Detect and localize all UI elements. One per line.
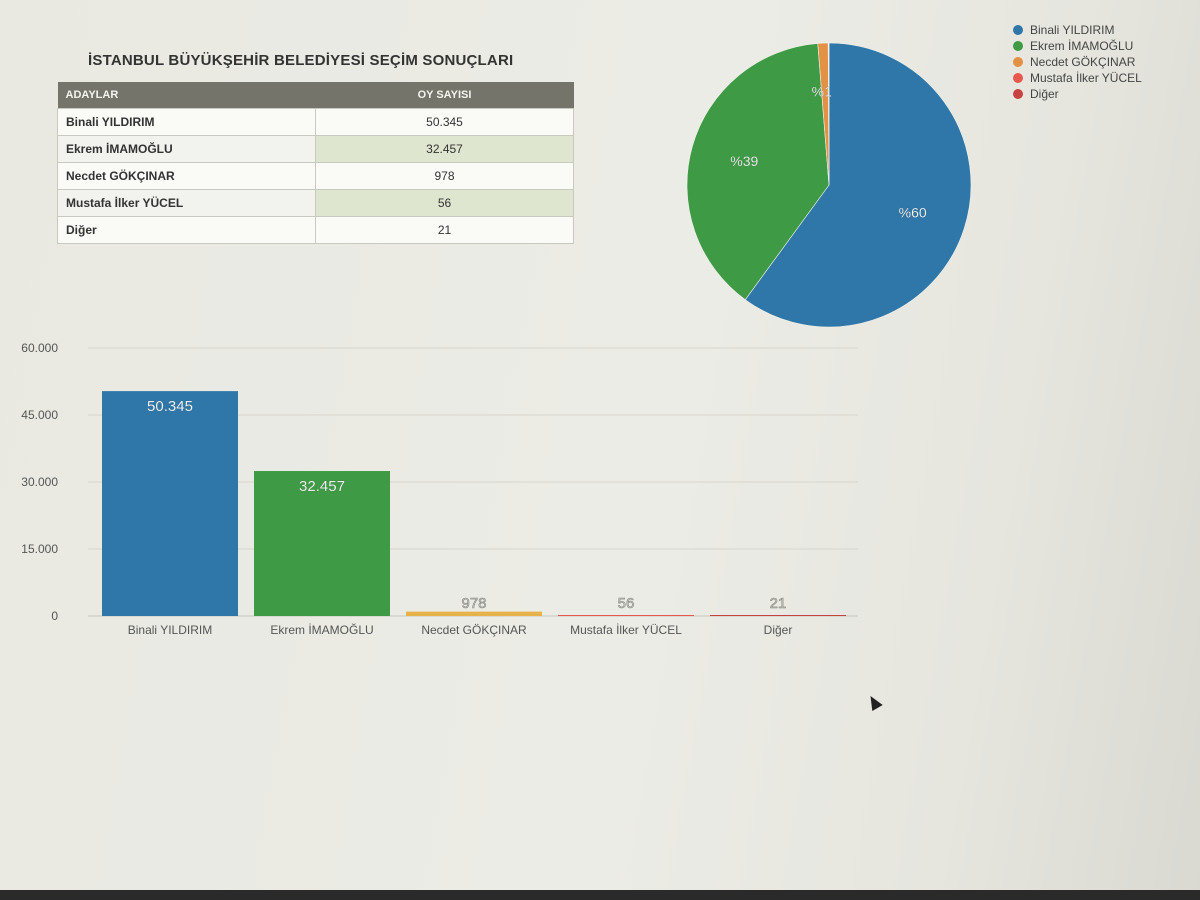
legend-swatch [1013,73,1023,83]
legend-label: Ekrem İMAMOĞLU [1030,39,1134,53]
legend-item[interactable]: Mustafa İlker YÜCEL [1013,70,1142,86]
legend-swatch [1013,25,1023,35]
legend-item[interactable]: Ekrem İMAMOĞLU [1013,38,1142,54]
page-title: İSTANBUL BÜYÜKŞEHİR BELEDİYESİ SEÇİM SON… [88,52,514,69]
vote-count-cell: 32.457 [315,135,574,163]
bar[interactable] [102,391,238,616]
bar-data-label: 32.457 [299,478,345,495]
vote-count-cell: 21 [315,216,574,244]
pie-slice-label: %39 [730,153,758,169]
bar[interactable] [254,471,390,616]
x-tick-label: Binali YILDIRIM [128,623,212,637]
y-tick-label: 45.000 [21,408,58,422]
table-row: Diğer 21 [57,216,574,244]
candidate-name-cell: Diğer [57,216,316,244]
candidate-name-cell: Mustafa İlker YÜCEL [57,189,316,217]
table-row: Ekrem İMAMOĞLU 32.457 [57,135,574,163]
y-tick-label: 60.000 [21,341,58,355]
table-row: Necdet GÖKÇINAR 978 [57,162,574,190]
pie-slice-label: %1 [812,84,832,100]
legend-item[interactable]: Necdet GÖKÇINAR [1013,54,1142,70]
legend-item[interactable]: Diğer [1013,86,1142,102]
bar[interactable] [406,611,542,616]
candidates-column-header: ADAYLAR [57,82,316,109]
candidate-name-cell: Ekrem İMAMOĞLU [57,135,316,163]
x-tick-label: Ekrem İMAMOĞLU [270,622,373,637]
legend-label: Diğer [1030,87,1059,101]
x-tick-label: Necdet GÖKÇINAR [421,623,527,637]
vote-count-cell: 50.345 [315,108,574,136]
bar-data-label: 50.345 [147,398,193,415]
table-row: Mustafa İlker YÜCEL 56 [57,189,574,217]
legend-swatch [1013,57,1023,67]
x-tick-label: Diğer [764,623,793,637]
y-tick-label: 30.000 [21,475,58,489]
votes-column-header: OY SAYISI [315,82,574,109]
legend-swatch [1013,41,1023,51]
vote-count-cell: 56 [315,189,574,217]
pie-slice-label: %60 [899,204,927,220]
results-table: ADAYLAR OY SAYISI Binali YILDIRIM 50.345… [57,82,574,244]
bar[interactable] [558,615,694,616]
monitor-bezel [0,890,1200,900]
legend-item[interactable]: Binali YILDIRIM [1013,22,1142,38]
bar-chart: 0 15.000 30.000 45.000 60.000 50.345 Binali YI… [21,341,858,637]
legend-label: Binali YILDIRIM [1030,23,1115,37]
pie-slice[interactable] [686,43,830,301]
mouse-cursor-icon [865,692,883,712]
candidate-name-cell: Binali YILDIRIM [57,108,316,136]
vote-count-cell: 978 [315,162,574,190]
pie-slice[interactable] [744,42,972,328]
pie-chart: %60 %39 %1 [686,42,972,328]
bar-data-label: 978 [461,595,486,612]
bar-data-label: 56 [618,595,635,612]
candidate-name-cell: Necdet GÖKÇINAR [57,162,316,190]
table-row: Binali YILDIRIM 50.345 [57,108,574,136]
bar[interactable] [710,615,846,616]
y-tick-label: 15.000 [21,542,58,556]
y-tick-label: 0 [51,609,58,623]
bar-data-label: 21 [770,595,787,612]
x-tick-label: Mustafa İlker YÜCEL [570,623,682,637]
legend-label: Mustafa İlker YÜCEL [1030,71,1142,85]
legend-swatch [1013,89,1023,99]
table-header-row: ADAYLAR OY SAYISI [57,82,574,109]
legend-label: Necdet GÖKÇINAR [1030,55,1136,69]
pie-legend: Binali YILDIRIM Ekrem İMAMOĞLU Necdet GÖ… [1013,22,1142,102]
